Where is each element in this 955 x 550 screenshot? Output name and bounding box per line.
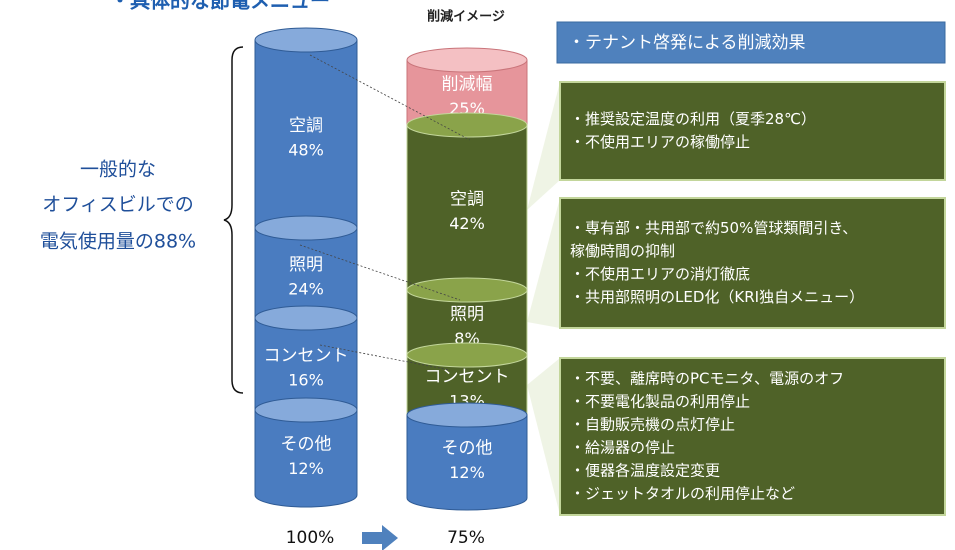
segment-name: 照明 bbox=[450, 305, 484, 325]
measure-box bbox=[559, 357, 946, 516]
segment-top bbox=[254, 397, 358, 423]
total-before: 100% bbox=[286, 528, 335, 548]
measure-text: 稼働時間の抑制 bbox=[570, 242, 675, 260]
segment-top bbox=[406, 112, 528, 138]
measure-text: ・不使用エリアの消灯徹底 bbox=[570, 265, 750, 283]
title: ・具体的な節電メニュー bbox=[110, 0, 330, 13]
header-box bbox=[556, 21, 946, 64]
brace bbox=[223, 46, 244, 394]
measure-text: ・給湯器の停止 bbox=[570, 439, 675, 457]
segment-name: 削減幅 bbox=[442, 75, 493, 95]
segment-top bbox=[254, 305, 358, 331]
segment-value: 12% bbox=[449, 463, 485, 482]
segment-name: 照明 bbox=[289, 255, 323, 275]
segment-top bbox=[406, 277, 528, 303]
segment-top bbox=[406, 402, 528, 428]
left-label: オフィスビルでの bbox=[42, 194, 194, 216]
callout bbox=[527, 82, 560, 210]
measure-text: ・共用部照明のLED化（KRI独自メニュー） bbox=[570, 288, 864, 306]
segment-name: 空調 bbox=[450, 190, 484, 210]
segment-name: その他 bbox=[442, 439, 493, 459]
callout bbox=[527, 358, 560, 515]
header-text: ・テナント啓発による削減効果 bbox=[568, 33, 806, 53]
segment-value: 12% bbox=[288, 459, 324, 478]
dash-line bbox=[299, 244, 461, 301]
segment-body bbox=[254, 409, 358, 508]
cylinders: 空調48%照明24%コンセント16%その他12%削減幅25%空調42%照明8%コ… bbox=[254, 27, 528, 511]
connectors bbox=[527, 82, 560, 515]
total-after: 75% bbox=[447, 528, 485, 548]
left-label: 一般的な bbox=[80, 159, 156, 181]
segment-value: 16% bbox=[288, 371, 324, 390]
segment-top bbox=[254, 27, 358, 53]
measure-text: ・ジェットタオルの利用停止など bbox=[570, 485, 795, 503]
measure-text: ・専有部・共用部で約50%管球類間引き、 bbox=[570, 219, 857, 237]
segment-name: 空調 bbox=[289, 116, 323, 136]
segment-top bbox=[406, 342, 528, 368]
measure-box bbox=[559, 81, 946, 181]
measure-text: ・推奨設定温度の利用（夏季28℃） bbox=[570, 110, 816, 128]
measure-text: ・不要電化製品の利用停止 bbox=[570, 393, 750, 411]
measure-box bbox=[559, 197, 946, 329]
measure-text: ・不要、離席時のPCモニタ、電源のオフ bbox=[570, 370, 844, 388]
left-label: 電気使用量の88% bbox=[40, 231, 196, 253]
arrow bbox=[362, 525, 398, 550]
segment-name: コンセント bbox=[425, 367, 510, 387]
segment-value: 48% bbox=[288, 141, 324, 160]
measure-text: ・自動販売機の点灯停止 bbox=[570, 416, 735, 434]
reduction-caption: 削減イメージ bbox=[427, 9, 505, 25]
measure-text: ・便器各温度設定変更 bbox=[570, 462, 720, 480]
segment-top bbox=[406, 47, 528, 73]
segment-value: 24% bbox=[288, 280, 324, 299]
segment-body bbox=[406, 414, 528, 511]
segment-top bbox=[254, 215, 358, 241]
segment-name: コンセント bbox=[264, 346, 349, 366]
segment-name: その他 bbox=[281, 435, 332, 455]
measure-text: ・不使用エリアの稼働停止 bbox=[570, 133, 750, 151]
callout bbox=[527, 198, 560, 328]
segment-value: 42% bbox=[449, 214, 485, 233]
